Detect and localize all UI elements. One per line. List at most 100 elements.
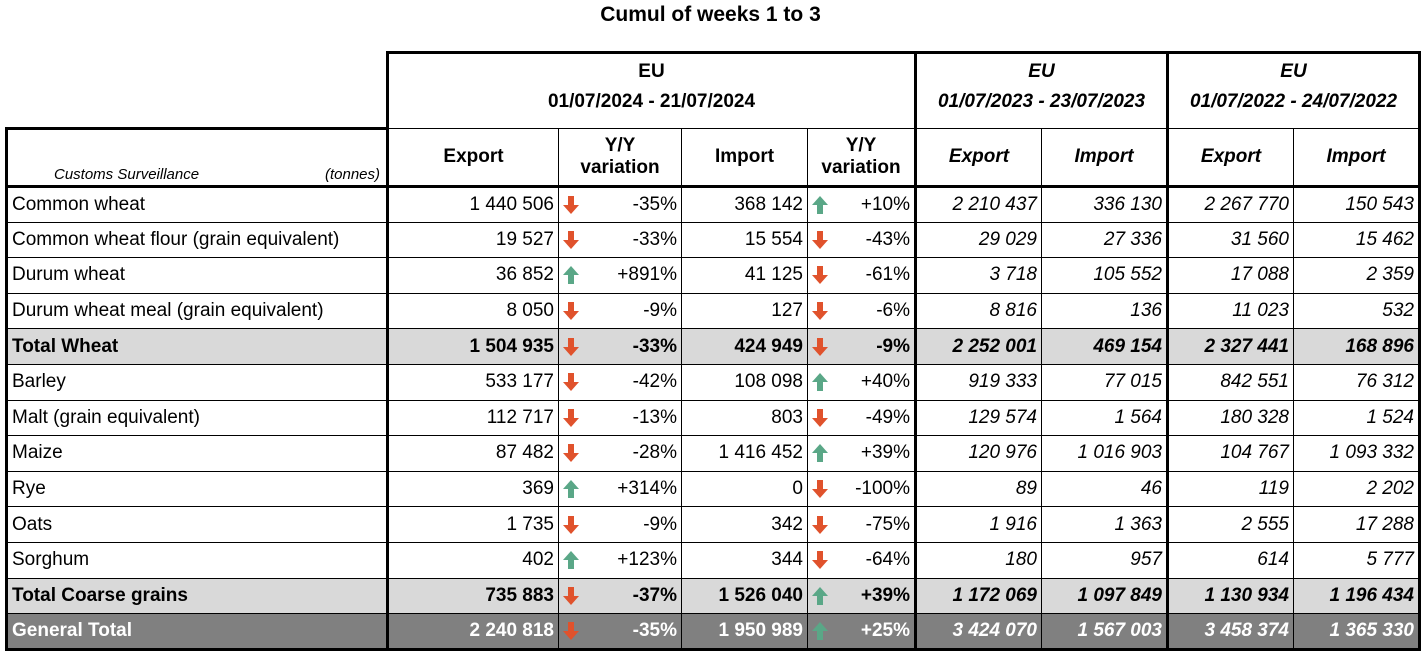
- header-row-range: 01/07/2024 - 21/07/2024 01/07/2023 - 23/…: [7, 90, 1421, 129]
- table-row: Common wheat flour (grain equivalent) 19 …: [5, 222, 1421, 259]
- export-variation: -33%: [591, 328, 682, 365]
- import-2022-value: 1 365 330: [1293, 613, 1421, 651]
- export-trend: [558, 364, 592, 401]
- row-label: Common wheat: [5, 186, 389, 223]
- export-variation: +891%: [591, 257, 682, 294]
- import-value: 342: [681, 506, 808, 543]
- export-value: 369: [387, 471, 559, 508]
- import-variation: -75%: [840, 506, 917, 543]
- table-row: Malt (grain equivalent) 112 717 -13% 803 -49…: [5, 400, 1421, 437]
- export-2022-value: 2 267 770: [1167, 186, 1294, 223]
- export-value: 402: [387, 542, 559, 579]
- import-variation: -43%: [840, 222, 917, 259]
- export-2022-value: 11 023: [1167, 293, 1294, 330]
- row-label: Sorghum: [5, 542, 389, 579]
- import-trend: [807, 471, 841, 508]
- export-trend: [558, 328, 592, 365]
- export-trend: [558, 400, 592, 437]
- table-row: General Total 2 240 818 -35% 1 950 989 +25% 3…: [5, 613, 1421, 651]
- import-variation: -64%: [840, 542, 917, 579]
- export-trend: [558, 222, 592, 259]
- import-trend: [807, 435, 841, 472]
- import-2022-value: 150 543: [1293, 186, 1421, 223]
- export-variation: -13%: [591, 400, 682, 437]
- row-label: Durum wheat: [5, 257, 389, 294]
- arrow-down-icon: [811, 549, 829, 570]
- export-value: 8 050: [387, 293, 559, 330]
- export-variation: -42%: [591, 364, 682, 401]
- export-variation: -9%: [591, 506, 682, 543]
- table-row: Barley 533 177 -42% 108 098 +40% 919 333 77 01…: [5, 364, 1421, 401]
- period-2024-region: EU: [386, 51, 917, 91]
- export-value: 1 440 506: [387, 186, 559, 223]
- export-value: 1 504 935: [387, 328, 559, 365]
- import-value: 0: [681, 471, 808, 508]
- import-2023-value: 136: [1041, 293, 1169, 330]
- col-export-2022: Export: [1167, 128, 1294, 188]
- arrow-up-icon: [562, 549, 580, 570]
- export-2023-value: 180: [915, 542, 1042, 579]
- row-label: Oats: [5, 506, 389, 543]
- arrow-down-icon: [562, 442, 580, 463]
- export-variation: -28%: [591, 435, 682, 472]
- arrow-down-icon: [562, 407, 580, 428]
- export-2023-value: 3 718: [915, 257, 1042, 294]
- import-variation: -100%: [840, 471, 917, 508]
- export-value: 533 177: [387, 364, 559, 401]
- arrow-down-icon: [811, 336, 829, 357]
- export-2023-value: 1 172 069: [915, 578, 1042, 615]
- row-label: Barley: [5, 364, 389, 401]
- export-2022-value: 614: [1167, 542, 1294, 579]
- header-row-columns: Customs Surveillance (tonnes) Export Y/Y…: [5, 127, 1421, 188]
- import-value: 41 125: [681, 257, 808, 294]
- table-row: Total Coarse grains 735 883 -37% 1 526 040 +…: [5, 578, 1421, 615]
- arrow-down-icon: [811, 264, 829, 285]
- table-row: Total Wheat 1 504 935 -33% 424 949 -9% 2 252 …: [5, 328, 1421, 365]
- export-2023-value: 2 210 437: [915, 186, 1042, 223]
- import-2022-value: 17 288: [1293, 506, 1421, 543]
- import-2022-value: 168 896: [1293, 328, 1421, 365]
- export-trend: [558, 471, 592, 508]
- table-row: Maize 87 482 -28% 1 416 452 +39% 120 976 1 016…: [5, 435, 1421, 472]
- export-2023-value: 919 333: [915, 364, 1042, 401]
- row-label: Malt (grain equivalent): [5, 400, 389, 437]
- import-2022-value: 2 359: [1293, 257, 1421, 294]
- period-2022-region: EU: [1167, 51, 1421, 91]
- import-value: 803: [681, 400, 808, 437]
- import-variation: +40%: [840, 364, 917, 401]
- export-trend: [558, 506, 592, 543]
- import-2022-value: 1 196 434: [1293, 578, 1421, 615]
- arrow-up-icon: [562, 478, 580, 499]
- export-value: 87 482: [387, 435, 559, 472]
- arrow-down-icon: [562, 371, 580, 392]
- arrow-down-icon: [811, 478, 829, 499]
- import-value: 1 526 040: [681, 578, 808, 615]
- table-row: Rye 369 +314% 0 -100% 89 46 119 2 202: [5, 471, 1421, 508]
- import-value: 15 554: [681, 222, 808, 259]
- export-value: 36 852: [387, 257, 559, 294]
- table-row: Oats 1 735 -9% 342 -75% 1 916 1 363 2 555 17 288: [5, 506, 1421, 543]
- col-import-2022: Import: [1293, 128, 1421, 188]
- import-variation: -61%: [840, 257, 917, 294]
- import-value: 368 142: [681, 186, 808, 223]
- import-trend: [807, 613, 841, 651]
- export-trend: [558, 542, 592, 579]
- period-2023-range: 01/07/2023 - 23/07/2023: [915, 90, 1169, 129]
- import-variation: +39%: [840, 578, 917, 615]
- arrow-up-icon: [562, 264, 580, 285]
- import-2023-value: 105 552: [1041, 257, 1169, 294]
- arrow-up-icon: [811, 620, 829, 641]
- import-2022-value: 532: [1293, 293, 1421, 330]
- row-label: Total Coarse grains: [5, 578, 389, 615]
- row-label: Durum wheat meal (grain equivalent): [5, 293, 389, 330]
- export-2023-value: 120 976: [915, 435, 1042, 472]
- col-export-yy-line2: variation: [580, 157, 660, 178]
- row-label: Maize: [5, 435, 389, 472]
- import-variation: +39%: [840, 435, 917, 472]
- import-trend: [807, 293, 841, 330]
- import-2022-value: 76 312: [1293, 364, 1421, 401]
- row-label: Total Wheat: [5, 328, 389, 365]
- import-variation: +10%: [840, 186, 917, 223]
- import-2022-value: 5 777: [1293, 542, 1421, 579]
- export-trend: [558, 613, 592, 651]
